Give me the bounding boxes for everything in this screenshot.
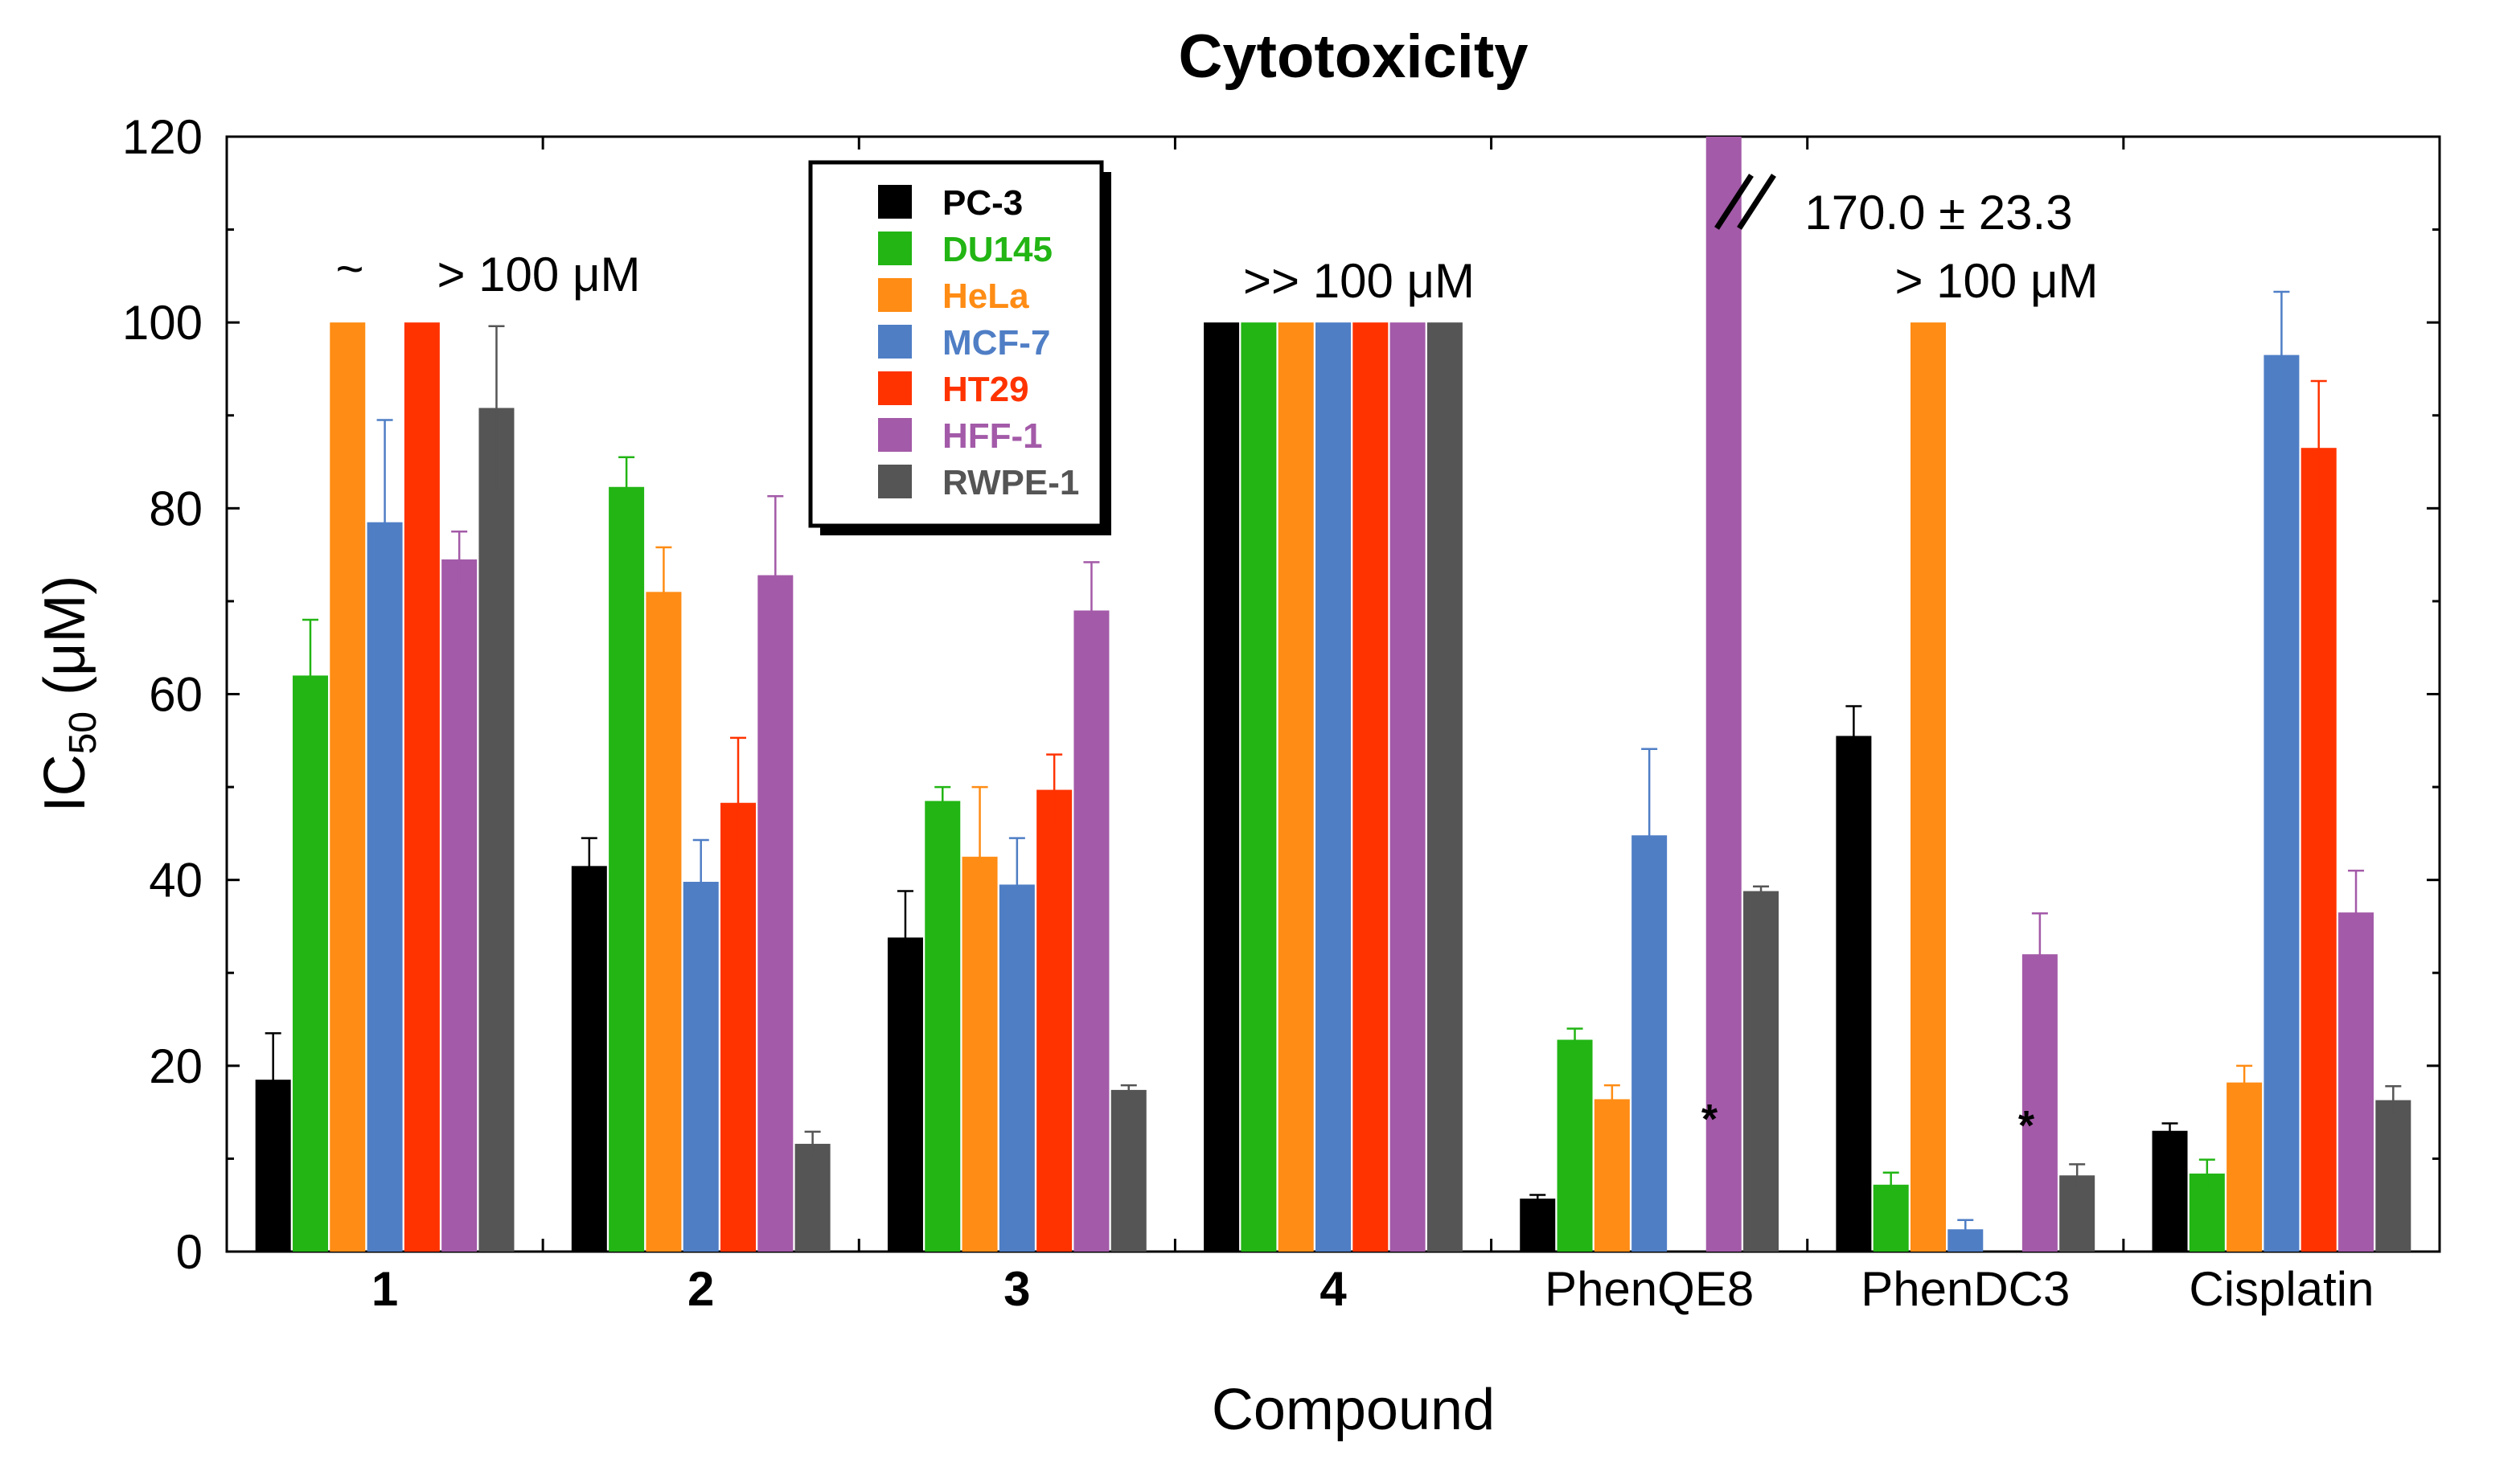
legend-box <box>808 160 1104 528</box>
annotation-gt100-phendc3: > 100 μM <box>1894 254 2098 308</box>
bar-mcf-7-cisplatin <box>2263 354 2300 1252</box>
legend-swatch-mcf-7 <box>878 325 912 359</box>
errorbars-layer <box>265 290 2402 1239</box>
legend-label-hff-1: HFF-1 <box>942 416 1043 456</box>
bar-rwpe-1-1 <box>478 408 515 1252</box>
legend-label-pc-3: PC-3 <box>942 183 1023 223</box>
y-tick-label-100: 100 <box>122 296 203 350</box>
y-axis-label-unit: (μM) <box>33 576 97 711</box>
bars-layer <box>255 137 2411 1252</box>
bar-ht29-3 <box>1036 789 1073 1252</box>
bar-pc-3-2 <box>571 866 607 1252</box>
x-tick-label-2: 2 <box>687 1262 714 1316</box>
bar-hff-1-4 <box>1389 322 1426 1252</box>
legend-label-hela: HeLa <box>942 277 1029 316</box>
star-marker-phendc3: * <box>2018 1103 2035 1150</box>
y-tick-label-40: 40 <box>149 854 203 908</box>
bar-hff-1-phenqe8 <box>1705 137 1742 1252</box>
legend-label-ht29: HT29 <box>942 370 1029 409</box>
bar-ht29-4 <box>1352 322 1389 1252</box>
bar-ht29-1 <box>404 322 440 1252</box>
x-tick-label-3: 3 <box>1003 1262 1030 1316</box>
bar-pc-3-phenqe8 <box>1520 1199 1556 1252</box>
x-tick-label-1: 1 <box>371 1262 398 1316</box>
legend-label-mcf-7: MCF-7 <box>942 323 1050 363</box>
legend-items: PC-3 DU145 HeLa MCF-7 HT29 HFF-1 RWPE-1 <box>878 183 1079 502</box>
legend-swatch-ht29 <box>878 371 912 405</box>
bar-hff-1-phendc3 <box>2021 954 2058 1252</box>
y-axis: 0 20 40 60 80 100 120 <box>122 110 2440 1279</box>
bar-hela-1 <box>330 322 366 1252</box>
bar-rwpe-1-2 <box>794 1143 831 1252</box>
y-tick-label-80: 80 <box>149 482 203 535</box>
legend-swatch-pc-3 <box>878 185 912 219</box>
bar-hff-1-1 <box>441 559 478 1252</box>
bar-rwpe-1-3 <box>1110 1089 1147 1252</box>
legend-label-rwpe-1: RWPE-1 <box>942 463 1079 502</box>
bar-du145-2 <box>609 486 645 1252</box>
legend-swatch-hff-1 <box>878 418 912 452</box>
y-tick-label-60: 60 <box>149 668 203 722</box>
bar-du145-1 <box>292 675 328 1252</box>
y-tick-label-120: 120 <box>122 110 203 164</box>
legend-swatch-hela <box>878 278 912 312</box>
legend-swatch-du145 <box>878 232 912 265</box>
bar-pc-3-phendc3 <box>1836 736 1872 1252</box>
chart-title: Cytotoxicity <box>1179 23 1529 91</box>
bar-mcf-7-3 <box>999 884 1035 1252</box>
bar-hela-phenqe8 <box>1594 1099 1630 1252</box>
y-axis-label: IC50 (μM) <box>33 576 105 813</box>
y-axis-label-subscript: 50 <box>62 711 105 754</box>
bar-ht29-cisplatin <box>2300 448 2337 1252</box>
annotation-gt100-cmpd4: >> 100 μM <box>1243 254 1475 308</box>
bar-hela-4 <box>1278 322 1314 1252</box>
x-tick-label-cisplatin: Cisplatin <box>2189 1262 2374 1316</box>
bar-pc-3-cisplatin <box>2152 1130 2188 1252</box>
x-axis: 1 2 3 4 PhenQE8 PhenDC3 Cisplatin <box>371 137 2374 1316</box>
y-tick-label-20: 20 <box>149 1039 203 1093</box>
bar-pc-3-4 <box>1204 322 1240 1252</box>
y-tick-label-0: 0 <box>176 1225 203 1279</box>
bar-pc-3-3 <box>887 937 923 1252</box>
bar-hff-1-cisplatin <box>2338 912 2374 1252</box>
bar-rwpe-1-phendc3 <box>2059 1175 2095 1252</box>
y-axis-label-main: IC <box>33 754 97 812</box>
bar-rwpe-1-4 <box>1426 322 1463 1252</box>
bar-mcf-7-4 <box>1315 322 1351 1252</box>
bar-mcf-7-2 <box>683 881 719 1252</box>
bar-hff-1-2 <box>757 575 794 1252</box>
bar-hff-1-3 <box>1073 610 1110 1252</box>
annotation-hff1-phenqe8-value: 170.0 ± 23.3 <box>1804 186 2072 240</box>
x-tick-label-4: 4 <box>1320 1262 1347 1316</box>
bar-rwpe-1-cisplatin <box>2375 1100 2411 1252</box>
bar-du145-phenqe8 <box>1557 1039 1593 1252</box>
axis-break-marks <box>1714 174 1776 230</box>
legend-swatch-rwpe-1 <box>878 465 912 498</box>
bar-ht29-2 <box>720 802 757 1252</box>
bar-hela-phendc3 <box>1910 322 1946 1252</box>
annotation-tilde: ~ <box>335 242 363 296</box>
legend: PC-3 DU145 HeLa MCF-7 HT29 HFF-1 RWPE-1 <box>808 160 1111 535</box>
bar-mcf-7-1 <box>367 522 403 1252</box>
annotation-gt100-cmpd1: > 100 μM <box>437 248 640 301</box>
x-axis-label: Compound <box>1212 1378 1495 1442</box>
bar-du145-3 <box>925 801 961 1252</box>
bar-hela-cisplatin <box>2227 1082 2263 1252</box>
x-tick-label-phendc3: PhenDC3 <box>1861 1262 2070 1316</box>
star-marker-phenqe8: * <box>1701 1096 1718 1143</box>
bar-du145-4 <box>1241 322 1277 1252</box>
bar-rwpe-1-phenqe8 <box>1743 891 1779 1252</box>
x-tick-label-phenqe8: PhenQE8 <box>1545 1262 1754 1316</box>
legend-label-du145: DU145 <box>942 230 1053 269</box>
bar-hela-2 <box>646 592 682 1252</box>
